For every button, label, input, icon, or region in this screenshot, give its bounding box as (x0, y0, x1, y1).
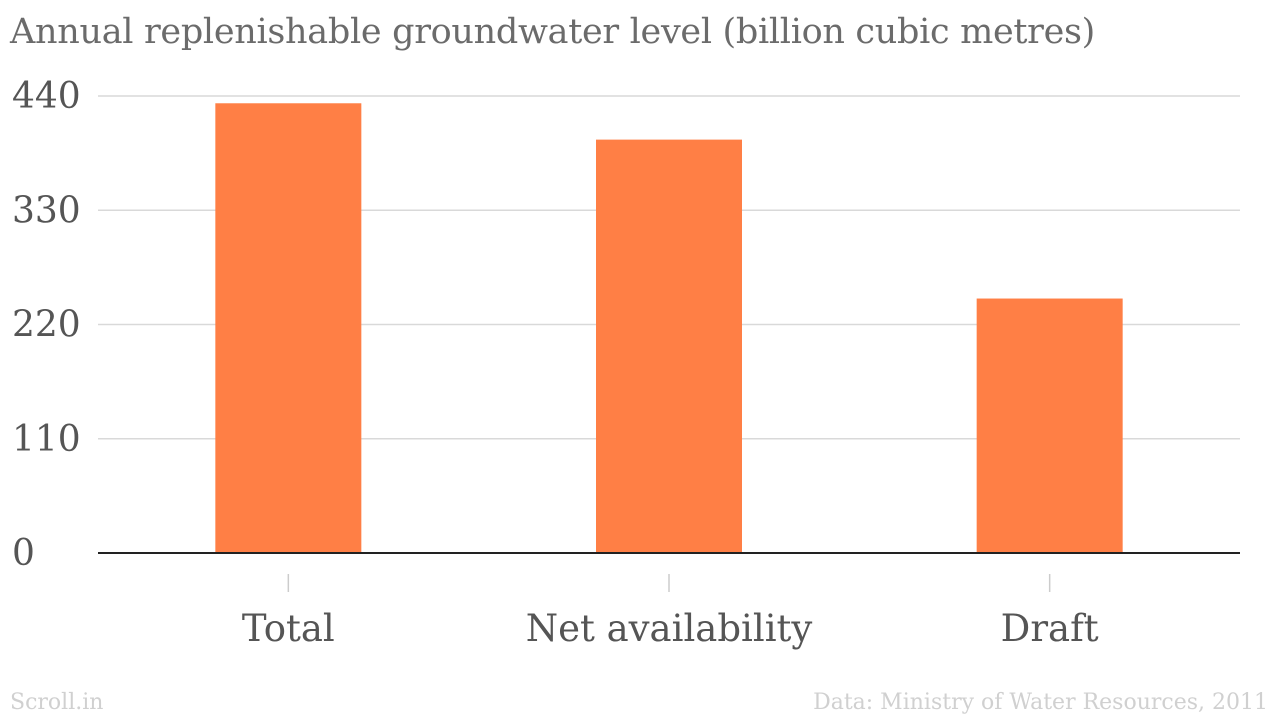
source-credit: Data: Ministry of Water Resources, 2011 (813, 690, 1268, 715)
y-tick-label: 330 (12, 190, 81, 231)
x-tick-label: Net availability (526, 607, 813, 650)
x-tick-label: Draft (1001, 607, 1099, 650)
bar-draft (976, 298, 1123, 553)
chart-title: Annual replenishable groundwater level (… (10, 12, 1096, 52)
bar-net-availability (596, 139, 742, 553)
axes (98, 552, 1240, 592)
y-tick-label: 0 (12, 533, 35, 574)
y-tick-label: 220 (12, 305, 81, 346)
y-tick-label: 110 (12, 419, 81, 460)
bar-total (215, 103, 362, 554)
bars (215, 103, 1123, 554)
y-tick-label: 440 (12, 76, 81, 117)
x-tick-label: Total (242, 607, 335, 650)
axis-labels: 0 110 220 330 440 Total Net availability Draft (12, 76, 1099, 650)
brand-credit: Scroll.in (10, 690, 104, 715)
bar-chart: 0 110 220 330 440 Total Net availability Draft (12, 76, 1240, 650)
